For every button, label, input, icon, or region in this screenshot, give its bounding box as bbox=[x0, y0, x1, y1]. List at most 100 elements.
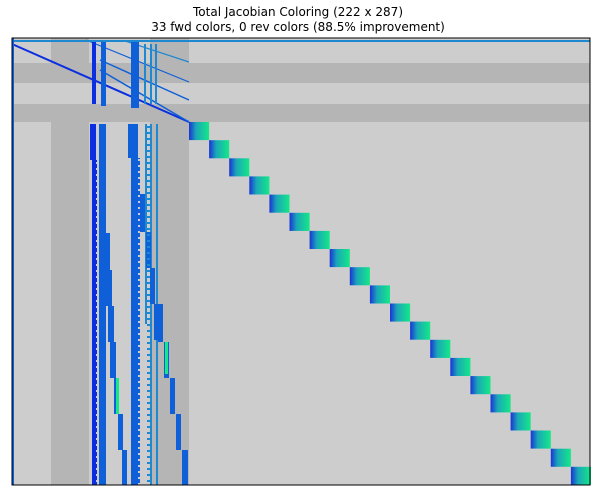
gap-speckle bbox=[138, 231, 140, 233]
gap-speckle bbox=[138, 363, 140, 365]
gap-speckle bbox=[96, 300, 99, 302]
gap-speckle bbox=[138, 483, 140, 485]
gap-speckle bbox=[96, 408, 99, 410]
gap-speckle bbox=[96, 372, 99, 374]
diagonal-block bbox=[269, 194, 290, 213]
gap-speckle bbox=[96, 156, 99, 158]
nonzero-speckle bbox=[147, 438, 150, 440]
gap-speckle bbox=[138, 219, 140, 221]
row-band bbox=[12, 63, 590, 83]
gap-speckle bbox=[138, 303, 140, 305]
gap-speckle bbox=[138, 435, 140, 437]
diagonal-block bbox=[450, 357, 471, 376]
diagonal-block bbox=[249, 176, 270, 195]
diagonal-block bbox=[410, 321, 431, 340]
gap-speckle bbox=[138, 357, 140, 359]
gap-speckle bbox=[96, 186, 99, 188]
gap-speckle bbox=[96, 414, 99, 416]
nonzero-speckle bbox=[147, 258, 150, 260]
gap-speckle bbox=[96, 258, 99, 260]
nonzero-speckle bbox=[147, 384, 150, 386]
chart-title-line1: Total Jacobian Coloring (222 x 287) bbox=[193, 5, 403, 19]
gap-speckle bbox=[138, 285, 140, 287]
gap-speckle bbox=[138, 321, 140, 323]
nonzero-speckle bbox=[147, 420, 150, 422]
diagonal-block bbox=[550, 448, 571, 467]
gap-speckle bbox=[96, 228, 99, 230]
gap-speckle bbox=[96, 432, 99, 434]
diagonal-block bbox=[490, 394, 511, 413]
gap-speckle bbox=[96, 126, 99, 128]
nonzero-column bbox=[101, 42, 106, 106]
nonzero-column bbox=[144, 44, 146, 104]
gap-speckle bbox=[96, 180, 99, 182]
nonzero-block bbox=[182, 450, 188, 485]
gap-speckle bbox=[138, 393, 140, 395]
nonzero-speckle bbox=[147, 468, 150, 470]
gap-speckle bbox=[138, 327, 140, 329]
nonzero-speckle bbox=[147, 162, 150, 164]
nonzero-speckle bbox=[147, 126, 150, 128]
gap-speckle bbox=[138, 477, 140, 479]
gap-speckle bbox=[96, 174, 99, 176]
gap-speckle bbox=[96, 390, 99, 392]
nonzero-block bbox=[146, 232, 151, 268]
nonzero-column bbox=[150, 124, 152, 485]
nonzero-speckle bbox=[147, 366, 150, 368]
gap-speckle bbox=[138, 195, 140, 197]
nonzero-block bbox=[104, 233, 110, 273]
gap-speckle bbox=[96, 276, 99, 278]
nonzero-speckle bbox=[147, 426, 150, 428]
nonzero-block bbox=[158, 304, 163, 342]
gap-speckle bbox=[138, 369, 140, 371]
gap-speckle bbox=[138, 297, 140, 299]
gap-speckle bbox=[96, 348, 99, 350]
nonzero-speckle bbox=[147, 270, 150, 272]
gap-speckle bbox=[138, 387, 140, 389]
nonzero-speckle bbox=[147, 222, 150, 224]
gap-speckle bbox=[138, 459, 140, 461]
gap-speckle bbox=[96, 216, 99, 218]
gap-speckle bbox=[138, 237, 140, 239]
nonzero-column bbox=[128, 124, 138, 158]
gap-speckle bbox=[138, 441, 140, 443]
nonzero-speckle bbox=[147, 186, 150, 188]
gap-speckle bbox=[96, 138, 99, 140]
nonzero-speckle bbox=[147, 198, 150, 200]
nonzero-block bbox=[118, 414, 123, 450]
gap-speckle bbox=[96, 360, 99, 362]
gap-speckle bbox=[138, 405, 140, 407]
gap-speckle bbox=[96, 234, 99, 236]
gap-speckle bbox=[96, 354, 99, 356]
gap-speckle bbox=[96, 474, 99, 476]
diagonal-block bbox=[189, 122, 210, 141]
gap-speckle bbox=[96, 450, 99, 452]
nonzero-column bbox=[92, 42, 96, 104]
nonzero-column bbox=[150, 44, 152, 104]
gap-speckle bbox=[138, 309, 140, 311]
nonzero-speckle bbox=[147, 168, 150, 170]
diagonal-block bbox=[530, 430, 551, 449]
gap-speckle bbox=[138, 261, 140, 263]
gap-speckle bbox=[138, 225, 140, 227]
gap-speckle bbox=[138, 141, 140, 143]
diagonal-block bbox=[510, 412, 531, 431]
nonzero-block bbox=[106, 270, 112, 306]
gap-speckle bbox=[96, 324, 99, 326]
nonzero-speckle bbox=[147, 444, 150, 446]
diagonal-block bbox=[470, 376, 491, 395]
gap-speckle bbox=[138, 135, 140, 137]
gap-speckle bbox=[96, 438, 99, 440]
gap-speckle bbox=[138, 315, 140, 317]
gap-speckle bbox=[138, 381, 140, 383]
nonzero-column bbox=[92, 160, 97, 485]
nonzero-speckle bbox=[147, 228, 150, 230]
nonzero-column bbox=[155, 44, 157, 104]
gap-speckle bbox=[96, 270, 99, 272]
gap-speckle bbox=[96, 144, 99, 146]
nonzero-speckle bbox=[147, 480, 150, 482]
gap-speckle bbox=[138, 423, 140, 425]
diagonal-block bbox=[570, 466, 591, 485]
nonzero-speckle bbox=[147, 432, 150, 434]
